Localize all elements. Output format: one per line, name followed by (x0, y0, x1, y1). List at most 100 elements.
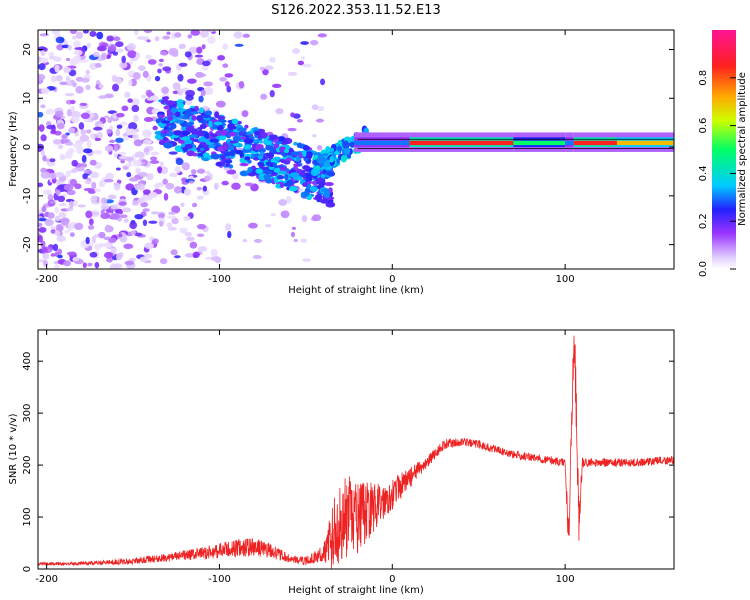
spectrogram-cell (171, 50, 179, 57)
spectrogram-cell (46, 161, 56, 167)
spectrogram-cell (301, 215, 308, 223)
spectrogram-cell (112, 83, 120, 92)
spectrogram-cell (244, 156, 251, 161)
spectrogram-cell (107, 45, 117, 52)
spectrogram-cell (171, 205, 181, 214)
spectrogram-cell (98, 83, 104, 89)
spectrogram-cell (74, 222, 84, 231)
snr-ytick-label: 400 (22, 352, 33, 371)
spectrogram-cell (142, 219, 148, 227)
snr-ylabel: SNR (10 * v/v) (8, 413, 19, 484)
spectrogram-cell (160, 166, 168, 175)
spectrogram-cell (328, 187, 333, 194)
snr-ytick-label: 0 (22, 566, 33, 572)
spectrogram-cell (288, 185, 298, 192)
spectrogram-cell (73, 40, 82, 48)
spectrogram-cell (109, 263, 120, 269)
spectrogram-cell (63, 66, 72, 74)
spectrogram-cell (149, 156, 158, 161)
spectrogram-cell (88, 218, 94, 226)
spectrogram-cell (66, 251, 77, 256)
spectrogram-cell (190, 169, 197, 175)
spectrogram-cell (224, 223, 232, 231)
spectrogram-cell (123, 243, 134, 250)
spectrogram-cell (72, 55, 82, 60)
spectrogram-cell (96, 31, 104, 40)
spectrogram-cell (259, 66, 265, 71)
spectrogram-cell (163, 96, 169, 100)
spectrogram-cell (84, 180, 91, 185)
spectrogram-cell (175, 111, 181, 117)
spectrogram-cell (177, 73, 184, 82)
spectrogram-cell (201, 44, 206, 50)
spectrogram-cell (110, 213, 121, 220)
spectrogram-cell (196, 233, 205, 238)
spectrogram-cell (190, 30, 201, 36)
spectrogram-cell (64, 93, 75, 97)
spectrogram-cell (201, 105, 209, 111)
colorbar-label: Normalized spectral amplitude (737, 72, 748, 226)
spectrogram-cell (244, 170, 251, 174)
spectrogram-cell (323, 191, 331, 199)
spectrogram-cell (126, 128, 137, 135)
spectrogram-cell (81, 154, 87, 163)
spectrogram-cell (188, 46, 199, 54)
spectrogram-cell (115, 253, 123, 261)
spectrogram-cell (320, 188, 331, 193)
spectrogram-cell (80, 129, 87, 136)
spectrogram-cell (38, 63, 46, 71)
spectrogram-cell (232, 135, 242, 142)
spectrogram-ytick-label: -20 (22, 236, 33, 252)
spectrogram-cell (177, 88, 184, 96)
spectrogram-cell (163, 105, 169, 110)
spectrogram-cell (213, 182, 219, 190)
spectrogram-cell (174, 32, 182, 38)
spectrogram-cell (181, 162, 190, 171)
spectrogram-cell (240, 136, 247, 140)
spectrogram-cell (59, 202, 67, 207)
spectrogram-cell (152, 125, 158, 131)
spectrogram-cell (270, 213, 276, 217)
spectrogram-cell (47, 212, 55, 219)
spectrogram-cell (162, 178, 168, 185)
spectrogram-cell (96, 132, 104, 139)
spectrogram-cell (209, 133, 218, 138)
spectrogram-cell (159, 258, 168, 265)
snr-xtick-label: -100 (208, 574, 231, 585)
spectrogram-cell (275, 108, 284, 115)
spectrogram-cell (118, 151, 127, 155)
spectrogram-cell (55, 75, 63, 82)
spectrogram-cell (82, 30, 89, 34)
spectrogram-cell (269, 90, 275, 98)
spectrogram-cell (123, 218, 129, 223)
spectrogram-cell (72, 142, 83, 149)
spectrogram-cell (203, 175, 211, 182)
spectrogram-cell (131, 98, 140, 106)
spectrogram-cell (184, 253, 195, 258)
spectrogram-cell (124, 260, 135, 266)
spectrogram-cell (174, 255, 181, 259)
spectrogram-cell (323, 162, 331, 168)
spectrogram-cell (45, 108, 55, 115)
spectrogram-cell (98, 180, 105, 188)
spectrogram-cell (343, 147, 351, 155)
spectrogram-cell (89, 132, 96, 140)
spectrogram-cell (198, 95, 204, 103)
spectrogram-cell (302, 150, 307, 157)
spectrogram-cell (65, 75, 71, 84)
spectrogram-cell (67, 223, 75, 230)
spectrogram-cell (198, 130, 204, 137)
spectrogram-cell (184, 144, 193, 149)
spectrogram-cell (214, 111, 220, 119)
spectrogram-cell (138, 183, 145, 191)
spectrogram-cell (104, 251, 114, 259)
spectrogram-cell (293, 164, 298, 172)
spectrogram-cell (113, 144, 119, 152)
spectrogram-cell (93, 149, 103, 155)
spectrogram-cell (38, 111, 44, 118)
spectrogram-xtick-label: 100 (556, 274, 575, 285)
spectrogram-cell (296, 118, 303, 123)
spectrogram-cell (193, 254, 198, 259)
spectrogram-cell (224, 159, 233, 164)
